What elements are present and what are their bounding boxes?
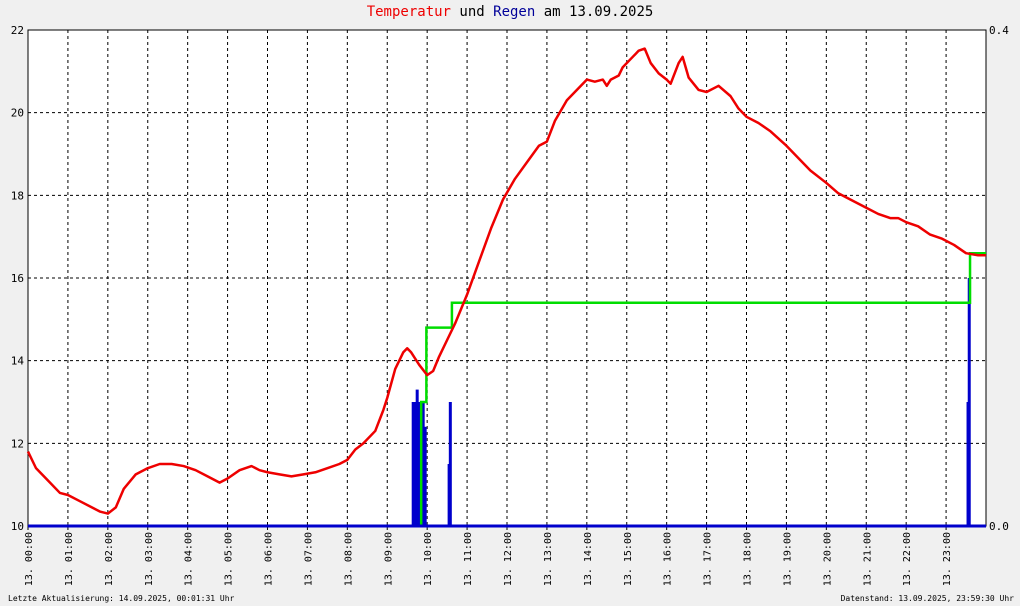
- title-und: und: [450, 4, 494, 20]
- x-tick-label: 13. 11:00: [463, 532, 474, 586]
- x-tick-label: 13. 08:00: [343, 532, 354, 586]
- x-tick-label: 13. 20:00: [822, 532, 833, 586]
- y2-axis-ticks: 0.0 0.4: [989, 24, 1009, 533]
- x-tick-label: 13. 03:00: [144, 532, 155, 586]
- y-axis-ticks: 10 12 14 16 18 20 22: [11, 24, 25, 533]
- rain-bar: [413, 402, 417, 526]
- rain-bar: [411, 402, 415, 526]
- y2-tick-label: 0.0: [989, 520, 1009, 533]
- rain-bar: [421, 402, 425, 526]
- x-tick-label: 13. 02:00: [104, 532, 115, 586]
- rain-bar: [423, 426, 427, 526]
- x-tick-label: 13. 04:00: [184, 532, 195, 586]
- x-tick-label: 13. 23:00: [942, 532, 953, 586]
- y2-tick-label: 0.4: [989, 24, 1009, 37]
- title-date: am 13.09.2025: [535, 4, 654, 20]
- rain-bar: [415, 389, 419, 526]
- y-tick-label: 16: [11, 272, 24, 285]
- x-tick-label: 13. 14:00: [583, 532, 594, 586]
- y-tick-label: 14: [11, 355, 25, 368]
- x-tick-label: 13. 00:00: [24, 532, 35, 586]
- x-tick-label: 13. 09:00: [383, 532, 394, 586]
- y-tick-label: 10: [11, 520, 24, 533]
- x-tick-label: 13. 07:00: [303, 532, 314, 586]
- x-axis-ticks: 13. 00:00 13. 01:00 13. 02:00 13. 03:00 13. …: [24, 526, 953, 586]
- x-tick-label: 13. 06:00: [264, 532, 275, 586]
- rain-bar: [967, 278, 971, 526]
- x-tick-label: 13. 05:00: [224, 532, 235, 586]
- y-tick-label: 12: [11, 437, 24, 450]
- x-tick-label: 13. 21:00: [862, 532, 873, 586]
- x-tick-label: 13. 15:00: [623, 532, 634, 586]
- x-tick-label: 13. 17:00: [703, 532, 714, 586]
- title-temperature: Temperatur: [366, 4, 451, 20]
- title-regen: Regen: [493, 4, 536, 20]
- x-tick-label: 13. 12:00: [503, 532, 514, 586]
- x-tick-label: 13. 13:00: [543, 532, 554, 586]
- x-tick-label: 13. 16:00: [663, 532, 674, 586]
- y-tick-label: 20: [11, 107, 24, 120]
- y-tick-label: 18: [11, 189, 24, 202]
- footer-data-state: Datenstand: 13.09.2025, 23:59:30 Uhr: [840, 594, 1014, 603]
- x-tick-label: 13. 22:00: [902, 532, 913, 586]
- x-tick-label: 13. 01:00: [64, 532, 75, 586]
- temperature-line: [26, 47, 986, 515]
- rain-bar: [448, 402, 452, 526]
- y-tick-label: 22: [11, 24, 24, 37]
- footer-last-update: Letzte Aktualisierung: 14.09.2025, 00:01…: [8, 594, 235, 603]
- x-tick-label: 13. 18:00: [743, 532, 754, 586]
- x-tick-label: 13. 10:00: [423, 532, 434, 586]
- grid-lines: [28, 30, 986, 526]
- chart-title: Temperatur und Regen am 13.09.2025: [0, 4, 1020, 20]
- x-tick-label: 13. 19:00: [782, 532, 793, 586]
- rain-bar: [417, 402, 421, 526]
